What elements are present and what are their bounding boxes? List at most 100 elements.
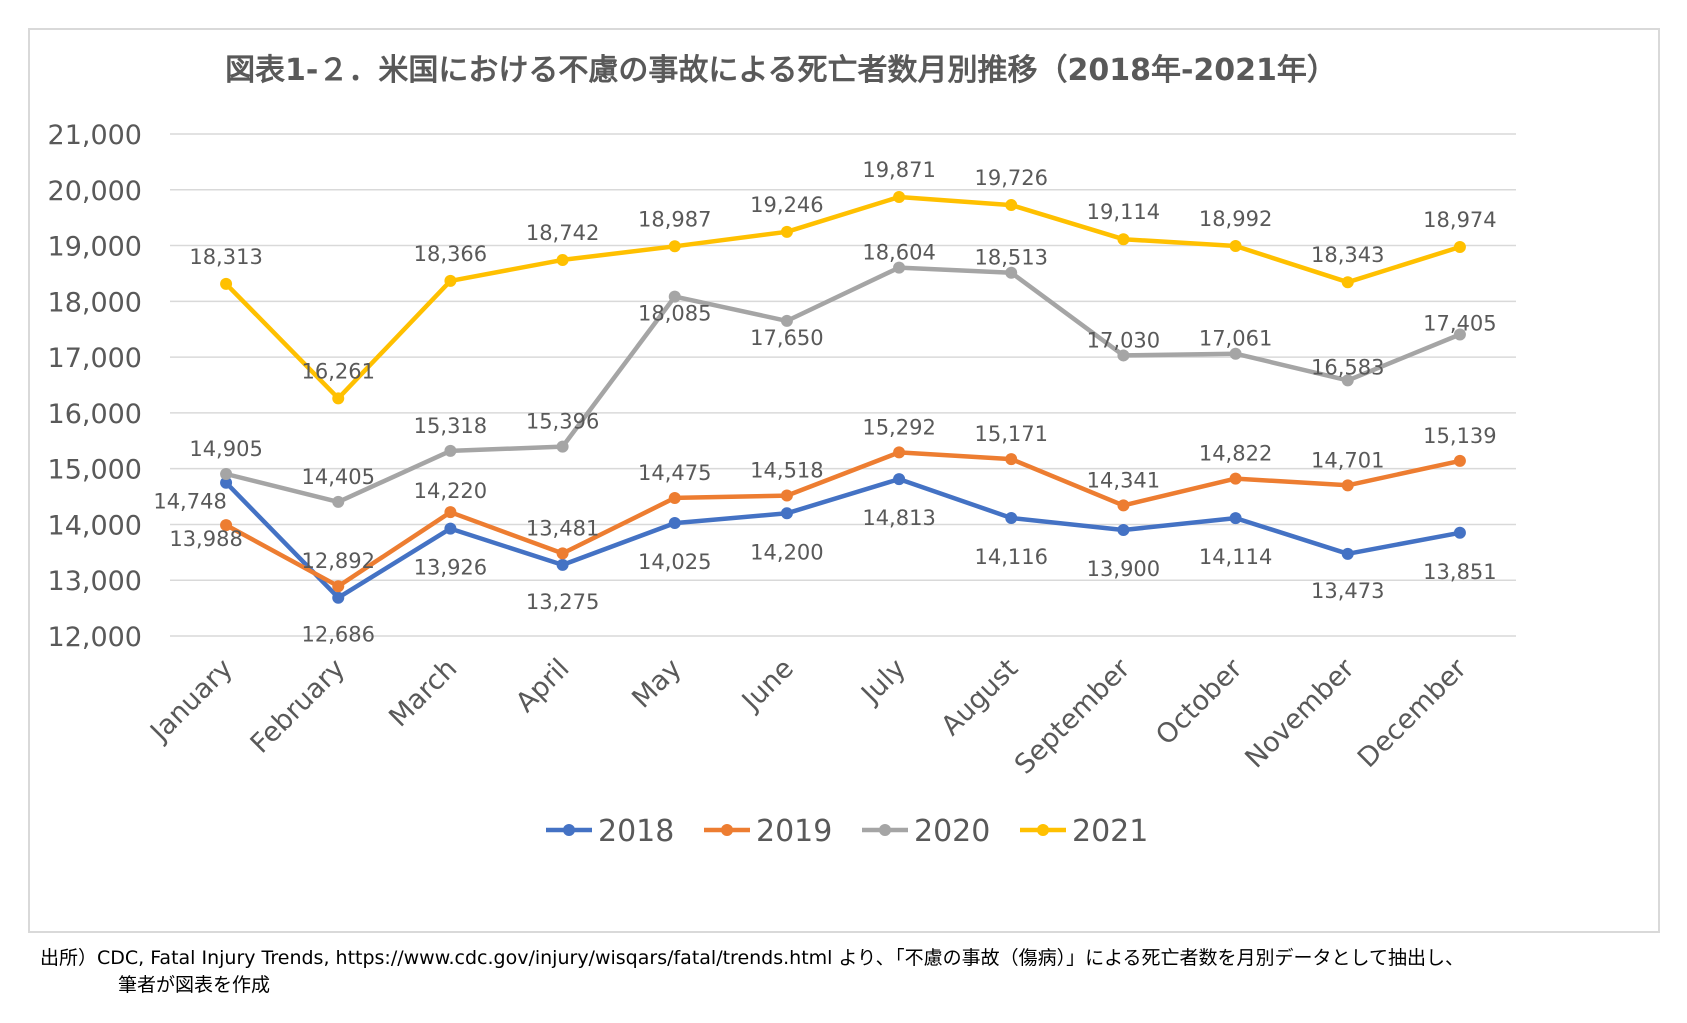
x-tick-label: June <box>735 653 800 718</box>
legend-label-2019: 2019 <box>756 814 832 849</box>
data-point-2020 <box>444 444 457 457</box>
data-label-2021: 18,992 <box>1199 207 1272 231</box>
data-label-2021: 18,366 <box>414 242 487 266</box>
data-label-2019: 14,475 <box>638 461 711 485</box>
legend-label-2021: 2021 <box>1072 814 1148 849</box>
source-line-2: 筆者が図表を作成 <box>118 974 271 996</box>
x-tick-label: November <box>1239 652 1361 774</box>
legend-marker-2020 <box>879 824 891 836</box>
series-line-2018 <box>224 476 1461 600</box>
data-label-2018: 14,200 <box>750 540 823 564</box>
data-label-2020: 15,318 <box>414 414 487 438</box>
data-point-2020 <box>1341 374 1354 387</box>
data-point-2019 <box>893 446 906 459</box>
data-point-2018 <box>1117 524 1130 537</box>
source-note: 出所）CDC, Fatal Injury Trends, https://www… <box>40 945 1680 999</box>
series-line-2020 <box>225 265 1461 505</box>
data-label-2019: 15,171 <box>975 422 1048 446</box>
data-label-2020: 15,396 <box>526 410 599 434</box>
data-point-2020 <box>220 467 233 480</box>
y-tick-label: 21,000 <box>48 120 142 151</box>
data-point-2019 <box>556 547 569 560</box>
data-label-2021: 19,871 <box>862 158 935 182</box>
data-label-2019: 12,892 <box>302 549 375 573</box>
data-point-2021 <box>444 274 457 287</box>
data-label-2018: 14,116 <box>975 545 1048 569</box>
x-tick-label: July <box>854 653 912 711</box>
data-label-2021: 18,987 <box>638 207 711 231</box>
data-point-2021 <box>1229 240 1242 253</box>
data-point-2018 <box>1341 547 1354 560</box>
data-point-2021 <box>1453 241 1466 254</box>
legend-label-2020: 2020 <box>914 814 990 849</box>
data-point-2021 <box>780 225 793 238</box>
data-point-2018 <box>220 476 233 489</box>
y-tick-label: 12,000 <box>48 622 142 653</box>
x-tick-label: September <box>1009 652 1137 780</box>
data-point-2020 <box>1117 349 1130 362</box>
data-point-2020 <box>332 495 345 508</box>
data-point-2018 <box>556 558 569 571</box>
data-point-2021 <box>332 392 345 405</box>
y-tick-label: 18,000 <box>48 287 142 318</box>
data-point-2018 <box>1229 512 1242 525</box>
data-label-2020: 18,513 <box>975 246 1048 270</box>
data-point-2018 <box>1005 511 1018 524</box>
data-label-2019: 13,988 <box>169 527 242 551</box>
y-tick-label: 19,000 <box>48 232 142 263</box>
x-axis-ticks: January February March April May June July Augu… <box>143 652 1473 780</box>
data-point-2019 <box>668 491 681 504</box>
data-label-2019: 14,341 <box>1087 468 1160 492</box>
data-label-2018: 14,748 <box>153 490 226 514</box>
y-tick-label: 14,000 <box>48 510 142 541</box>
data-label-2019: 14,220 <box>414 479 487 503</box>
data-point-2020 <box>780 314 793 327</box>
x-tick-label: October <box>1150 652 1249 751</box>
data-label-2019: 13,481 <box>526 516 599 540</box>
data-point-2021 <box>556 253 569 266</box>
data-label-2020: 17,030 <box>1087 328 1160 352</box>
data-label-2018: 13,473 <box>1311 579 1384 603</box>
x-tick-label: February <box>245 653 352 760</box>
data-label-2018: 14,114 <box>1199 545 1272 569</box>
y-tick-label: 15,000 <box>48 455 142 486</box>
data-point-2018 <box>780 507 793 520</box>
data-point-2020 <box>1453 328 1466 341</box>
data-label-2021: 19,726 <box>975 166 1048 190</box>
data-point-2019 <box>1005 453 1018 466</box>
legend-marker-2019 <box>721 824 733 836</box>
data-label-2019: 14,822 <box>1199 442 1272 466</box>
data-label-2019: 15,292 <box>862 415 935 439</box>
data-label-2020: 17,405 <box>1423 312 1496 336</box>
data-label-2020: 14,405 <box>302 465 375 489</box>
data-label-2020: 18,085 <box>638 302 711 326</box>
data-point-2021 <box>1341 276 1354 289</box>
data-point-2019 <box>1229 472 1242 485</box>
y-tick-label: 16,000 <box>48 399 142 430</box>
data-label-2018: 14,813 <box>862 506 935 530</box>
data-point-2020 <box>893 261 906 274</box>
data-label-2018: 13,900 <box>1087 557 1160 581</box>
y-tick-label: 20,000 <box>48 176 142 207</box>
data-point-2018 <box>444 522 457 535</box>
series-lines <box>224 194 1461 600</box>
data-label-2021: 16,261 <box>302 359 375 383</box>
data-label-2021: 18,974 <box>1423 208 1496 232</box>
data-label-2020: 17,061 <box>1199 327 1272 351</box>
data-point-2020 <box>1005 266 1018 279</box>
data-label-2021: 19,246 <box>750 193 823 217</box>
data-point-2019 <box>1453 454 1466 467</box>
data-point-2019 <box>220 519 233 532</box>
data-label-2018: 13,926 <box>414 556 487 580</box>
data-point-2018 <box>1453 526 1466 539</box>
data-label-2020: 17,650 <box>750 326 823 350</box>
data-label-2021: 19,114 <box>1087 200 1160 224</box>
data-point-2019 <box>1117 499 1130 512</box>
data-label-2019: 14,701 <box>1311 448 1384 472</box>
data-label-2021: 18,313 <box>189 245 262 269</box>
data-point-2021 <box>1117 233 1130 246</box>
series-points <box>220 190 1466 604</box>
data-point-2020 <box>556 440 569 453</box>
y-tick-label: 13,000 <box>48 566 142 597</box>
source-line-1: 出所）CDC, Fatal Injury Trends, https://www… <box>40 947 1464 969</box>
